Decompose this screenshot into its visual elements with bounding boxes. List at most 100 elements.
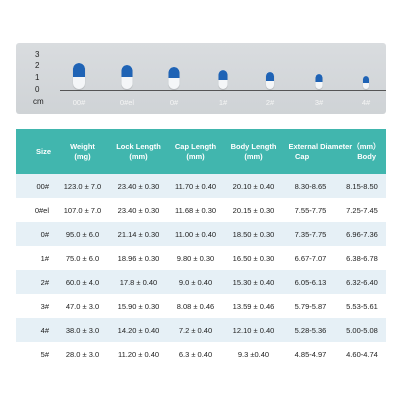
cell-body-length: 18.50 ± 0.30 [232,229,275,239]
capsule-icon [363,76,369,89]
cell-weight: 60.0 ± 4.0 [65,277,100,287]
cell-cap-length: 6.3 ± 0.40 [178,349,213,359]
table-header: Size Weight (mg) Lock Length (mm) Cap Le… [16,129,386,174]
table-row: 1# 75.0 ± 6.0 18.96 ± 0.30 9.80 ± 0.30 16.50… [16,246,386,270]
cell-cap-length: 9.0 ± 0.40 [178,277,213,287]
capsule-item: 2# [255,43,285,114]
cell-body-diameter: 6.38-6.78 [346,253,378,263]
header-lock-length: Lock Length (mm) [110,129,167,174]
cell-body-diameter: 4.60-4.74 [346,349,378,359]
cell-body-diameter: 6.32-6.40 [346,277,378,287]
table-body: 00# 123.0 ± 7.0 23.40 ± 0.30 11.70 ± 0.40 20… [16,174,386,366]
header-lock-length-unit: (mm) [129,151,148,161]
cell-lock-length: 23.40 ± 0.30 [117,181,160,191]
cell-cap-diameter: 6.05-6.13 [294,277,327,287]
cell-size: 3# [40,301,49,311]
table-row: 00# 123.0 ± 7.0 23.40 ± 0.30 11.70 ± 0.40 20… [16,174,386,198]
capsule-icon [315,74,323,89]
header-size: Size [16,129,55,174]
header-weight-unit: (mg) [74,151,91,161]
capsule-item: 3# [304,43,334,114]
capsule-item: 0#el [112,43,142,114]
capsule-icon [168,67,180,89]
cell-lock-length: 21.14 ± 0.30 [117,229,160,239]
table-row: 0# 95.0 ± 6.0 21.14 ± 0.30 11.00 ± 0.40 18.5… [16,222,386,246]
cell-body-length: 20.10 ± 0.40 [232,181,275,191]
capsule-icon [121,65,133,89]
capsule-size-image: 3 2 1 0 cm 00# 0#el 0# 1# 2# 3# 4# [16,43,386,114]
header-body-length-unit: (mm) [244,151,263,161]
header-external-diameter: External Diameter（mm） Cap Body [283,129,386,174]
cell-size: 5# [40,349,49,359]
header-body-length: Body Length (mm) [224,129,283,174]
capsule-icon [266,72,274,89]
cell-body-length: 12.10 ± 0.40 [232,325,275,335]
header-lock-length-label: Lock Length [116,141,161,151]
cell-cap-length: 11.68 ± 0.30 [174,205,217,215]
capsule-item: 0# [159,43,189,114]
table-row: 4# 38.0 ± 3.0 14.20 ± 0.40 7.2 ± 0.40 12.10 … [16,318,386,342]
ruler-tick: 1 [35,73,40,82]
capsule-label: 00# [72,98,86,107]
capsule-item: 00# [64,43,94,114]
cell-lock-length: 23.40 ± 0.30 [117,205,160,215]
cell-weight: 75.0 ± 6.0 [65,253,100,263]
cell-weight: 95.0 ± 6.0 [65,229,100,239]
header-cap-diameter: Cap [295,151,310,161]
cell-cap-diameter: 6.67-7.07 [294,253,327,263]
header-weight: Weight (mg) [55,129,110,174]
cell-body-diameter: 5.00-5.08 [346,325,378,335]
ruler-tick: 2 [35,61,40,70]
header-weight-label: Weight [70,141,95,151]
cell-size: 1# [40,253,49,263]
cell-body-length: 16.50 ± 0.30 [232,253,275,263]
capsule-label: 3# [314,98,324,107]
table-row: 5# 28.0 ± 3.0 11.20 ± 0.40 6.3 ± 0.40 9.3 ±0… [16,342,386,366]
capsule-icon [73,63,85,89]
capsule-label: 0# [169,98,179,107]
cell-weight: 28.0 ± 3.0 [65,349,100,359]
cell-weight: 38.0 ± 3.0 [65,325,100,335]
cell-size: 4# [40,325,49,335]
cell-weight: 107.0 ± 7.0 [63,205,102,215]
cell-body-diameter: 8.15-8.50 [346,181,378,191]
cell-size: 0#el [34,205,49,215]
cell-body-length: 15.30 ± 0.40 [232,277,275,287]
cell-lock-length: 18.96 ± 0.30 [117,253,160,263]
table-row: 2# 60.0 ± 4.0 17.8 ± 0.40 9.0 ± 0.40 15.30 ±… [16,270,386,294]
capsule-label: 2# [265,98,275,107]
cell-cap-diameter: 5.28-5.36 [294,325,327,335]
cell-body-diameter: 5.53-5.61 [346,301,378,311]
capsule-icon [218,70,228,89]
cell-body-diameter: 6.96-7.36 [346,229,378,239]
header-body-diameter: Body [357,151,376,161]
cell-cap-length: 9.80 ± 0.30 [176,253,215,263]
header-size-label: Size [35,146,51,156]
header-cap-length-unit: (mm) [186,151,205,161]
cell-lock-length: 15.90 ± 0.30 [117,301,160,311]
cell-lock-length: 17.8 ± 0.40 [119,277,158,287]
cell-cap-length: 11.70 ± 0.40 [174,181,217,191]
header-cap-length: Cap Length (mm) [167,129,224,174]
cell-cap-diameter: 4.85-4.97 [294,349,327,359]
ruler-unit: cm [33,97,44,106]
cell-weight: 47.0 ± 3.0 [65,301,100,311]
cell-weight: 123.0 ± 7.0 [63,181,102,191]
header-external-diameter-label: External Diameter（mm） [288,141,381,151]
cell-body-length: 9.3 ±0.40 [237,349,270,359]
cell-body-diameter: 7.25-7.45 [346,205,378,215]
capsule-item: 4# [351,43,381,114]
cell-cap-diameter: 8.30-8.65 [294,181,327,191]
capsule-spec-table: Size Weight (mg) Lock Length (mm) Cap Le… [16,129,386,366]
table-row: 0#el 107.0 ± 7.0 23.40 ± 0.30 11.68 ± 0.30 2… [16,198,386,222]
cell-cap-diameter: 5.79-5.87 [294,301,327,311]
cell-cap-diameter: 7.55-7.75 [294,205,327,215]
cell-body-length: 13.59 ± 0.46 [232,301,275,311]
cell-lock-length: 14.20 ± 0.40 [117,325,160,335]
cell-cap-length: 7.2 ± 0.40 [178,325,213,335]
ruler-tick: 0 [35,85,40,94]
capsule-label: 4# [361,98,371,107]
cell-size: 2# [40,277,49,287]
baseline-rule [60,90,386,91]
cell-cap-diameter: 7.35-7.75 [294,229,327,239]
